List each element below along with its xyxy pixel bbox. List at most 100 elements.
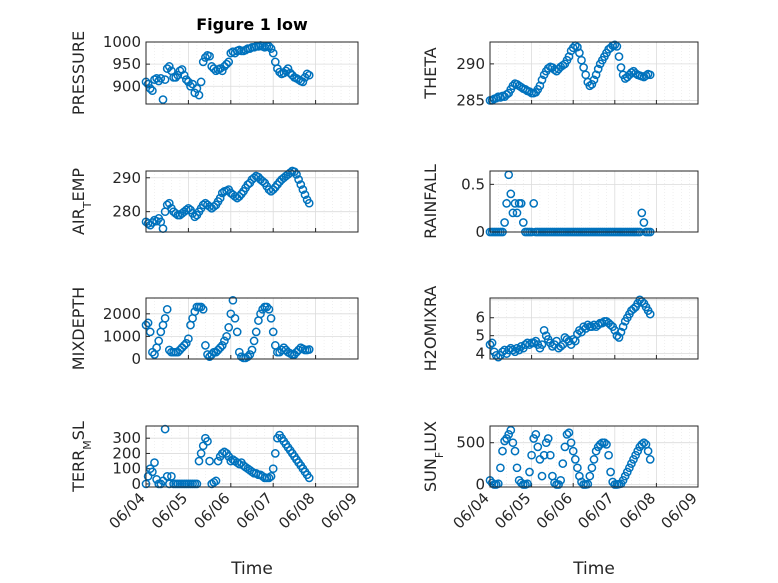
y-axis-label: TERRMSL [69, 421, 94, 493]
data-point [570, 455, 580, 464]
data-point [579, 322, 588, 332]
data-point [296, 180, 306, 189]
data-point [537, 75, 547, 85]
data-point [627, 459, 636, 468]
y-tick-label: 500 [456, 434, 485, 452]
data-point [215, 193, 225, 203]
subplot-h2omixra: 456 H2OMIXRA [421, 286, 699, 371]
plot-area [490, 42, 698, 104]
data-point [154, 336, 164, 346]
axes-box [145, 297, 359, 360]
data-point [205, 456, 214, 466]
data-point [568, 43, 578, 53]
data-point [583, 479, 593, 489]
data-point [554, 480, 563, 489]
x-tick-label: 06/08 [616, 489, 659, 532]
y-axis-label: SUNFLUX [421, 421, 446, 492]
x-tick-label: 06/06 [533, 489, 576, 532]
x-tick-label: 06/04 [450, 489, 493, 532]
data-point [213, 456, 223, 466]
data-point [224, 57, 234, 67]
x-tick-label: 06/06 [190, 489, 233, 532]
y-tick-label: 290 [456, 55, 485, 73]
data-point [158, 95, 168, 104]
data-point [268, 327, 278, 337]
data-point [222, 332, 231, 341]
data-point [558, 459, 568, 468]
data-point [525, 87, 534, 96]
data-point [266, 44, 276, 53]
data-point [506, 425, 516, 435]
data-point [164, 198, 174, 208]
data-point [194, 90, 204, 100]
data-point [234, 347, 244, 357]
y-axis-label: PRESSURE [69, 31, 88, 115]
data-point [606, 467, 615, 477]
data-point [217, 188, 227, 198]
data-point [539, 325, 549, 335]
data-point [294, 175, 303, 184]
data-point [171, 73, 181, 82]
data-point [234, 192, 244, 201]
plot-area [146, 426, 358, 487]
x-tick-label: 06/05 [491, 489, 534, 532]
data-point [222, 59, 231, 69]
data-point [230, 313, 240, 323]
data-point [217, 341, 227, 350]
data-point [643, 446, 653, 456]
data-point [184, 77, 193, 87]
data-point [487, 478, 497, 488]
data-point [589, 455, 599, 464]
data-point [224, 323, 234, 332]
data-point [585, 471, 595, 481]
data-point [585, 81, 595, 91]
data-point [184, 203, 193, 213]
y-axis-label: MIXDEPTH [69, 287, 88, 370]
data-point [209, 64, 219, 73]
data-point [573, 463, 582, 473]
y-tick-label: 0 [475, 223, 485, 241]
data-point [516, 82, 526, 92]
data-point [512, 208, 522, 218]
data-point [150, 458, 159, 467]
y-tick-label: 280 [112, 203, 141, 221]
data-point [639, 218, 649, 227]
data-point [593, 320, 603, 330]
data-point [160, 75, 170, 84]
subplot-rainfall: 0 0.5 RAINFALL [421, 164, 699, 241]
data-point [203, 436, 212, 446]
data-point [143, 318, 153, 328]
data-point [645, 70, 655, 80]
data-point [179, 70, 189, 80]
data-point [506, 189, 516, 199]
data-point [232, 327, 242, 337]
data-point [198, 441, 208, 451]
data-point [500, 218, 509, 227]
data-point [564, 428, 574, 438]
data-point [198, 57, 208, 67]
axes-box [489, 170, 699, 233]
data-point [143, 219, 153, 228]
data-point [304, 345, 314, 354]
data-point [215, 64, 225, 73]
data-point [264, 304, 274, 314]
data-point [209, 202, 219, 211]
data-point [606, 320, 615, 330]
data-point [573, 42, 582, 52]
data-point [217, 66, 227, 76]
data-point [562, 430, 572, 439]
data-point [516, 199, 526, 208]
data-point [620, 471, 630, 481]
data-point [196, 302, 206, 312]
data-point [516, 342, 526, 351]
data-point [508, 208, 518, 218]
data-point [527, 450, 536, 460]
data-point [179, 341, 189, 350]
data-point [264, 473, 274, 483]
data-point [201, 341, 210, 350]
data-point [148, 218, 157, 227]
data-point [639, 438, 649, 448]
data-point [164, 62, 174, 71]
data-point [645, 309, 655, 319]
